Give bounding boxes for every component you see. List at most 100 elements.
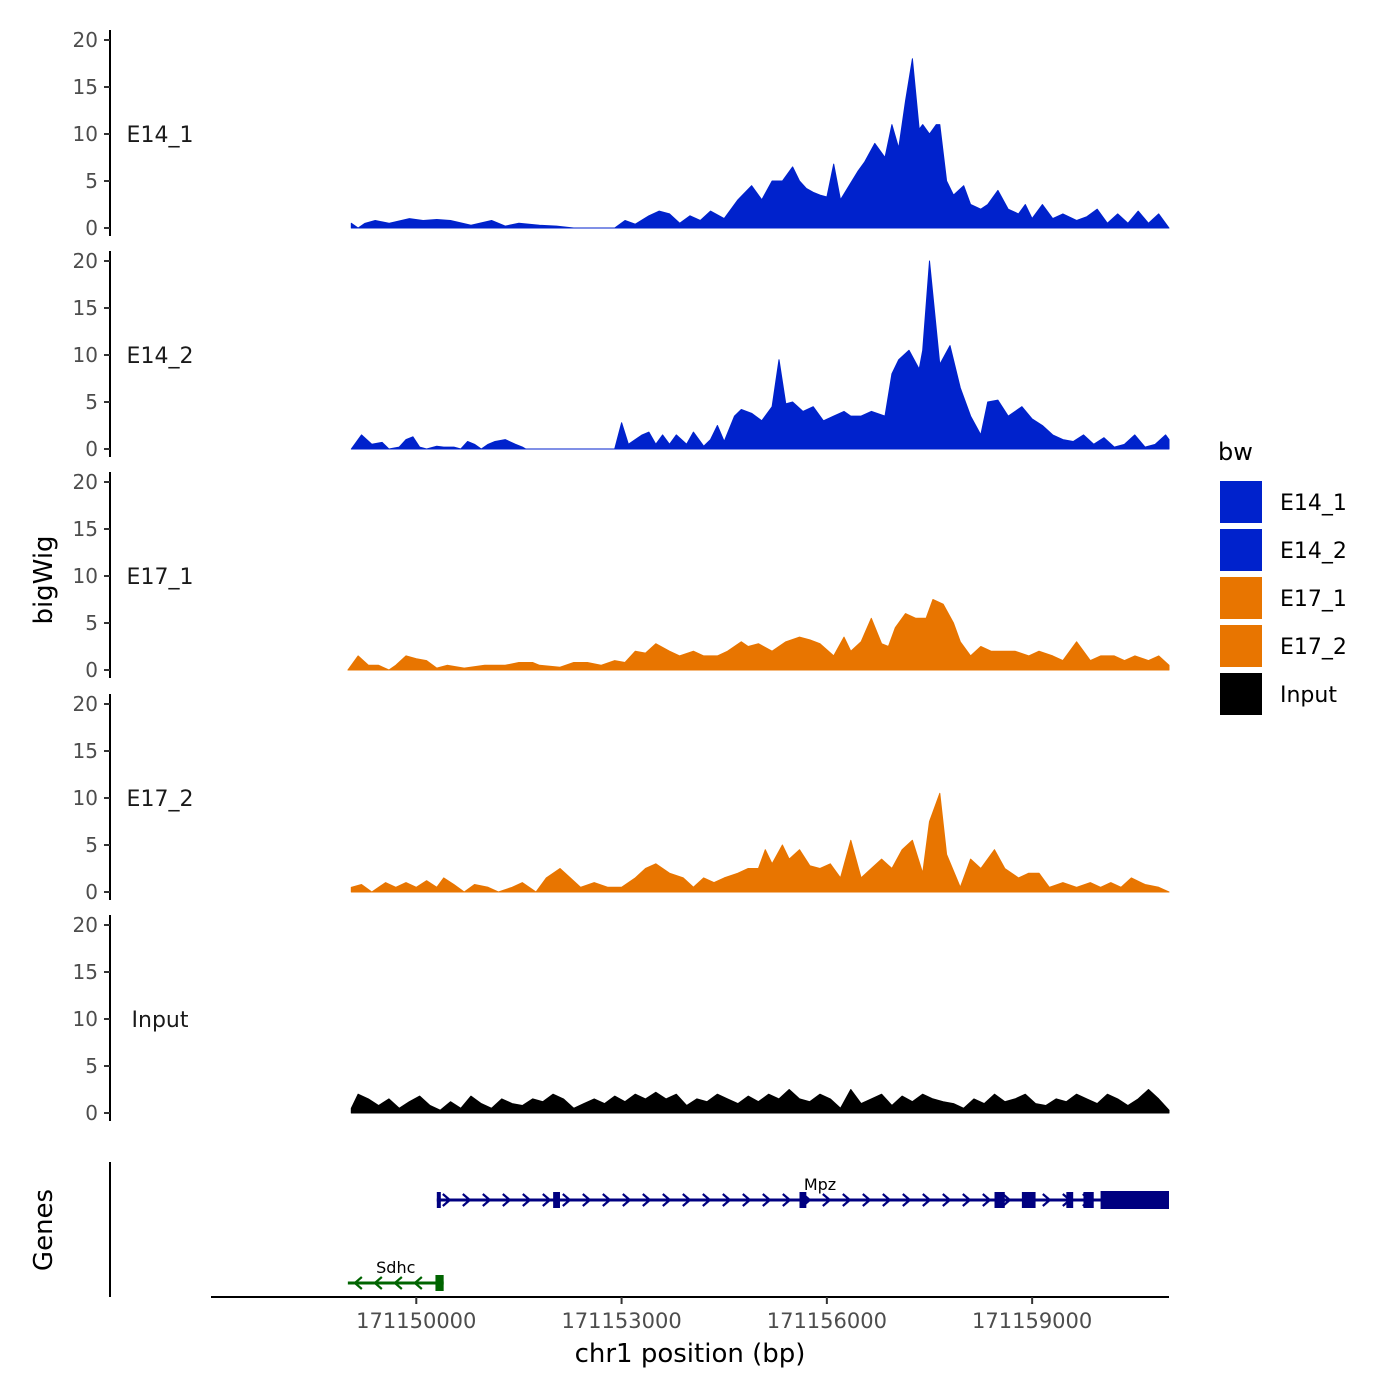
strand-chevron: [542, 1193, 552, 1207]
strand-chevron: [1042, 1193, 1052, 1207]
y-tick-label: 0: [85, 880, 98, 904]
exon: [1021, 1192, 1036, 1208]
legend-label: E14_2: [1280, 539, 1347, 564]
legend-label: E14_1: [1280, 491, 1347, 516]
strand-chevron: [722, 1193, 732, 1207]
legend: E14_1 E14_2 E17_1 E17_2 Input: [1218, 479, 1347, 717]
strand-chevron: [782, 1193, 792, 1207]
track-label: E17_2: [127, 787, 194, 812]
y-tick-label: 10: [73, 786, 98, 810]
strand-chevron: [393, 1276, 403, 1290]
y-tick-label: 15: [73, 517, 98, 541]
legend-item-E17_2: E17_2: [1218, 623, 1347, 669]
y-tick-label: 20: [73, 249, 98, 273]
strand-chevron: [582, 1193, 592, 1207]
strand-chevron: [702, 1193, 712, 1207]
y-tick-label: 5: [85, 611, 98, 635]
y-tick-label: 15: [73, 960, 98, 984]
x-tick-label: 171150000: [356, 1309, 476, 1333]
strand-chevron: [982, 1193, 992, 1207]
y-tick-label: 20: [73, 913, 98, 937]
y-tick-label: 5: [85, 833, 98, 857]
exon: [1083, 1192, 1094, 1208]
track-E14_1: 0 5 10 15 20 E14_1: [73, 28, 1170, 240]
area-E14_1: [350, 58, 1170, 229]
strand-chevron: [353, 1276, 363, 1290]
track-Input: 0 5 10 15 20 Input: [73, 913, 1170, 1125]
y-tick-label: 20: [73, 470, 98, 494]
strand-chevron: [502, 1193, 512, 1207]
track-E17_1: 0 5 10 15 20 E17_1: [73, 470, 1170, 682]
strand-chevron: [562, 1193, 572, 1207]
strand-chevron: [442, 1193, 452, 1207]
legend-key: [1218, 527, 1264, 573]
track-label: E17_1: [127, 565, 194, 590]
y-tick-label: 0: [85, 437, 98, 461]
legend-label: E17_2: [1280, 635, 1347, 660]
strand-chevron: [462, 1193, 472, 1207]
y-tick-label: 5: [85, 390, 98, 414]
legend-title: bw: [1218, 438, 1253, 466]
strand-chevron: [962, 1193, 972, 1207]
legend-key: [1218, 479, 1264, 525]
x-tick-label: 171156000: [767, 1309, 887, 1333]
y-tick-label: 10: [73, 122, 98, 146]
gene-label: Sdhc: [376, 1258, 415, 1277]
x-axis-title: chr1 position (bp): [575, 1339, 806, 1369]
legend-label: E17_1: [1280, 587, 1347, 612]
strand-chevron: [682, 1193, 692, 1207]
exon: [1066, 1192, 1074, 1208]
strand-chevron: [902, 1193, 912, 1207]
strand-chevron: [862, 1193, 872, 1207]
strand-chevron: [1002, 1193, 1012, 1207]
legend-label: Input: [1280, 683, 1337, 708]
gene-Mpz: Mpz: [436, 1175, 1169, 1209]
y-tick-label: 15: [73, 739, 98, 763]
strand-chevron: [622, 1193, 632, 1207]
genes-track: Mpz Sdhc: [109, 1162, 1169, 1297]
strand-chevron: [882, 1193, 892, 1207]
exon: [994, 1192, 1005, 1208]
y-tick-label: 20: [73, 692, 98, 716]
legend-item-E17_1: E17_1: [1218, 575, 1347, 621]
genes-axis-title: Genes: [29, 1189, 59, 1271]
strand-chevron: [602, 1193, 612, 1207]
area-E14_2: [350, 260, 1170, 450]
strand-chevron: [642, 1193, 652, 1207]
strand-chevron: [662, 1193, 672, 1207]
strand-chevron: [742, 1193, 752, 1207]
y-tick-label: 15: [73, 75, 98, 99]
legend-item-E14_1: E14_1: [1218, 479, 1347, 525]
y-tick-label: 5: [85, 169, 98, 193]
y-tick-label: 0: [85, 658, 98, 682]
exon: [1100, 1191, 1169, 1209]
legend-key: [1218, 575, 1264, 621]
area-Input: [350, 1089, 1170, 1114]
track-label: E14_1: [127, 123, 194, 148]
strand-chevron: [413, 1276, 423, 1290]
strand-chevron: [522, 1193, 532, 1207]
legend-key: [1218, 623, 1264, 669]
area-E17_1: [347, 599, 1170, 671]
y-tick-label: 0: [85, 1101, 98, 1125]
y-tick-label: 10: [73, 564, 98, 588]
strand-chevron: [842, 1193, 852, 1207]
y-tick-label: 0: [85, 216, 98, 240]
strand-chevron: [942, 1193, 952, 1207]
legend-item-Input: Input: [1218, 671, 1337, 717]
area-E17_2: [350, 792, 1170, 893]
strand-chevron: [373, 1276, 383, 1290]
x-tick-label: 171153000: [561, 1309, 681, 1333]
x-axis: 171150000 171153000 171156000 171159000: [211, 1296, 1169, 1333]
strand-chevron: [822, 1193, 832, 1207]
y-tick-label: 20: [73, 28, 98, 52]
track-label: E14_2: [127, 344, 194, 369]
track-E17_2: 0 5 10 15 20 E17_2: [73, 692, 1170, 904]
legend-key: [1218, 671, 1264, 717]
track-E14_2: 0 5 10 15 20 E14_2: [73, 249, 1170, 461]
exon: [553, 1192, 560, 1208]
y-axis-title: bigWig: [29, 535, 59, 624]
y-tick-label: 15: [73, 296, 98, 320]
gene-label: Mpz: [804, 1175, 836, 1194]
y-tick-label: 10: [73, 343, 98, 367]
